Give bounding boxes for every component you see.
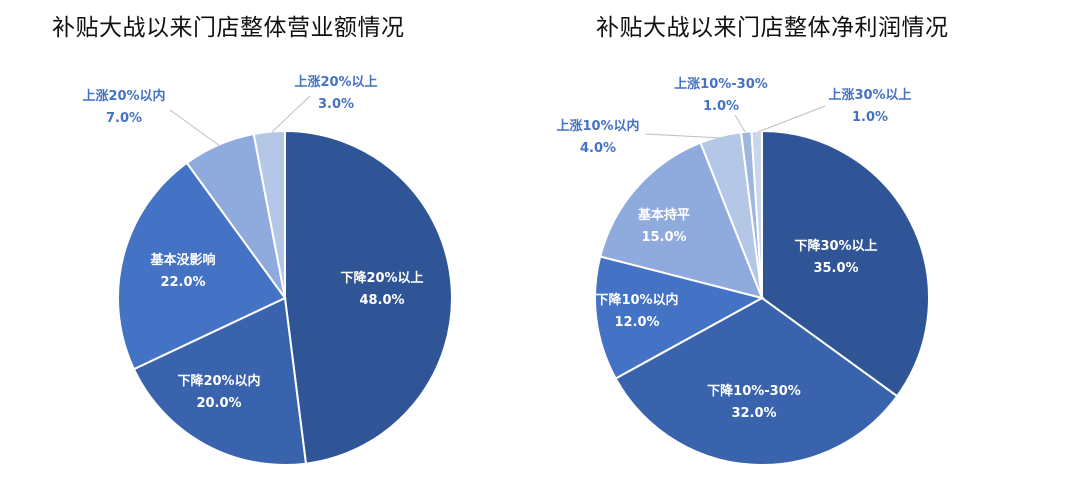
chart-title-net-profit: 补贴大战以来门店整体净利润情况: [596, 15, 949, 41]
chart-title-revenue: 补贴大战以来门店整体营业额情况: [52, 15, 405, 41]
leader-line-profit-4: [644, 133, 723, 139]
pie-slice-revenue-1: [132, 296, 308, 466]
slice-name-label-profit-0: 下降30%以上: [794, 238, 877, 254]
slice-name-label-revenue-4: 上涨20%以上: [294, 75, 377, 90]
slice-name-label-profit-1: 下降10%-30%: [707, 383, 801, 399]
slice-value-label-revenue-0: 48.0%: [359, 293, 404, 308]
slice-name-label-revenue-1: 下降20%以内: [177, 373, 260, 389]
slice-name-label-revenue-0: 下降20%以上: [340, 270, 423, 286]
slice-name-label-profit-4: 上涨10%以内: [556, 118, 639, 134]
slice-name-label-revenue-3: 上涨20%以内: [82, 88, 165, 104]
slice-value-label-profit-0: 35.0%: [813, 261, 858, 276]
pie-slice-profit-2: [594, 255, 765, 380]
pie-profit: 下降30%以上 35.0% 下降10%-30% 32.0% 下降10%以内 12.0% 基本…: [556, 77, 931, 466]
pie-revenue: 下降20%以上 48.0% 下降20%以内 20.0% 基本没影响 22.0% 上涨20%以…: [82, 75, 453, 466]
slice-value-label-revenue-4: 3.0%: [318, 97, 354, 112]
pie-slice-profit-1: [614, 296, 899, 466]
leader-line-profit-5: [734, 114, 746, 133]
pie-slice-revenue-0: [284, 129, 453, 465]
slice-value-label-profit-2: 12.0%: [614, 315, 659, 330]
pie-slice-profit-3: [599, 141, 764, 300]
slice-name-label-profit-3: 基本持平: [637, 207, 690, 223]
leader-line-revenue-3: [169, 109, 221, 147]
slice-name-label-profit-5: 上涨10%-30%: [674, 77, 768, 92]
slice-value-label-profit-1: 32.0%: [731, 406, 776, 421]
pie-slice-profit-0: [761, 129, 931, 398]
slice-value-label-profit-5: 1.0%: [703, 99, 739, 114]
slice-value-label-revenue-1: 20.0%: [196, 396, 241, 411]
pie-slice-revenue-2: [116, 161, 287, 371]
slice-value-label-revenue-3: 7.0%: [106, 111, 142, 126]
slice-value-label-profit-6: 1.0%: [852, 110, 888, 125]
pie-slice-profit-6: [750, 129, 763, 299]
slice-name-label-profit-6: 上涨30%以上: [828, 88, 911, 103]
pie-slice-revenue-4: [252, 129, 286, 299]
slice-name-label-profit-2: 下降10%以内: [595, 292, 678, 308]
slice-value-label-revenue-2: 22.0%: [160, 275, 205, 290]
slice-value-label-profit-4: 4.0%: [580, 141, 616, 156]
slice-name-label-revenue-2: 基本没影响: [149, 252, 215, 268]
leader-line-revenue-4: [271, 95, 311, 133]
leader-line-profit-6: [757, 105, 826, 133]
slice-value-label-profit-3: 15.0%: [641, 230, 686, 245]
